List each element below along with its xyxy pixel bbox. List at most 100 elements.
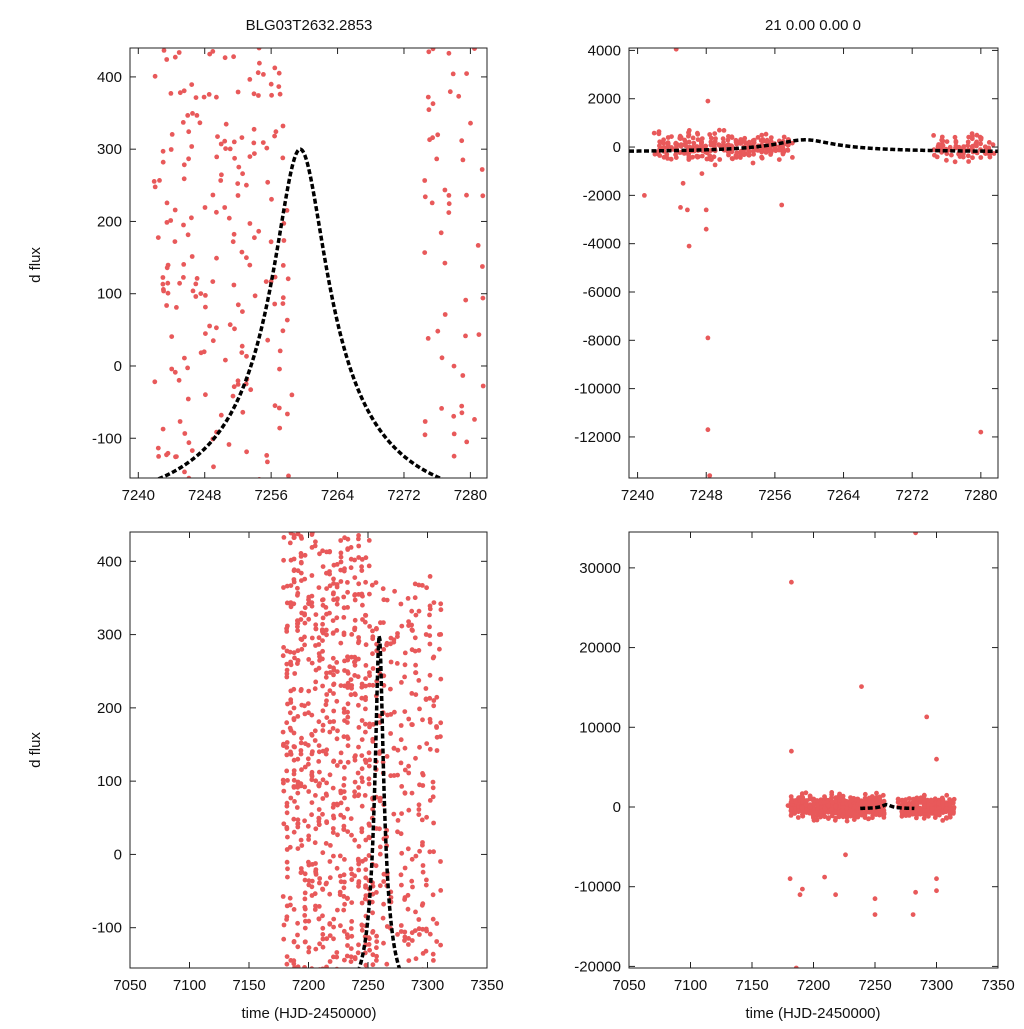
- bottom-right-data-point: [810, 798, 816, 803]
- bottom-left-data-point: [288, 583, 294, 588]
- bottom-right-data-point: [872, 912, 878, 917]
- bottom-left-data-point: [352, 658, 358, 664]
- bottom-left-data-point: [377, 844, 383, 850]
- bottom-left-data-point: [402, 767, 408, 773]
- bottom-left-data-point: [330, 830, 336, 835]
- top-right-data-point: [750, 160, 756, 166]
- bottom-left-data-point: [399, 784, 405, 789]
- bottom-left-data-point: [334, 763, 340, 768]
- top-right-data-point: [678, 205, 683, 210]
- bottom-left-data-point: [431, 698, 437, 703]
- top-left-y-tick-label: 200: [97, 213, 122, 230]
- bottom-right-data-point: [833, 892, 838, 898]
- bottom-left-data-point: [309, 731, 314, 737]
- bottom-left-data-point: [431, 849, 436, 855]
- bottom-left-data-point: [367, 757, 373, 763]
- top-left-data-point: [459, 138, 465, 144]
- top-left-data-point: [218, 178, 224, 183]
- bottom-left-data-point: [424, 585, 429, 591]
- top-left-data-point: [168, 218, 174, 223]
- top-right-data-point: [668, 156, 674, 162]
- top-left-data-point: [451, 453, 457, 459]
- bottom-left-data-point: [317, 769, 322, 775]
- top-right-data-point: [703, 226, 709, 232]
- bottom-left-data-point: [302, 818, 307, 824]
- top-left-data-point: [160, 281, 166, 287]
- bottom-right-data-point: [940, 796, 946, 802]
- top-left-data-point: [210, 49, 216, 54]
- bottom-right-data-point: [793, 799, 798, 805]
- bottom-left-data-point: [324, 586, 329, 591]
- top-left-data-point: [201, 94, 207, 100]
- bottom-left-data-point: [306, 918, 312, 924]
- bottom-left-data-point: [430, 951, 436, 957]
- bottom-left-data-point: [341, 782, 347, 788]
- bottom-left-data-point: [352, 789, 357, 795]
- bottom-left-data-point: [291, 958, 297, 964]
- bottom-left-data-point: [334, 669, 340, 674]
- top-right-data-point: [720, 136, 726, 142]
- top-left-data-point: [235, 89, 241, 95]
- bottom-right-data-point: [881, 810, 887, 816]
- bottom-right-data-point: [910, 912, 916, 917]
- bottom-left-data-point: [345, 943, 350, 948]
- bottom-left-data-point: [348, 926, 354, 931]
- top-left-data-point: [244, 255, 249, 261]
- bottom-right-data-point: [843, 852, 848, 858]
- top-left-data-point: [264, 453, 270, 458]
- bottom-left-data-point: [327, 719, 333, 725]
- top-left-data-point: [286, 473, 291, 478]
- bottom-left-data-point: [320, 648, 325, 654]
- bottom-left-data-point: [409, 622, 414, 628]
- bottom-left-data-point: [302, 642, 307, 648]
- top-left-data-point: [442, 260, 448, 266]
- bottom-left-data-point: [388, 659, 394, 665]
- bottom-left-data-point: [302, 871, 308, 877]
- top-left-data-point: [268, 239, 274, 245]
- bottom-left-data-point: [338, 800, 344, 806]
- bottom-left-data-point: [367, 673, 372, 678]
- bottom-left-data-point: [324, 698, 329, 704]
- bottom-left-data-point: [356, 792, 362, 798]
- bottom-right-data-point: [829, 790, 835, 795]
- top-right-y-tick-label: -12000: [574, 429, 621, 446]
- bottom-left-data-point: [298, 837, 304, 843]
- top-left-data-point: [152, 73, 158, 79]
- bottom-left-data-point: [302, 890, 308, 896]
- bottom-right-data-point: [844, 818, 850, 824]
- bottom-left-data-point: [284, 671, 290, 677]
- bottom-left-data-point: [374, 968, 379, 973]
- bottom-left-data-point: [430, 916, 436, 922]
- bottom-left-data-point: [295, 846, 301, 851]
- bottom-left-data-point: [291, 784, 297, 789]
- bottom-left-data-point: [338, 538, 344, 543]
- top-left-data-point: [169, 366, 175, 372]
- top-right-data-point: [725, 137, 731, 143]
- bottom-left-data-point: [438, 888, 444, 893]
- bottom-left-data-point: [392, 588, 397, 594]
- top-right-data-point: [738, 153, 743, 159]
- bottom-right-data-point: [822, 806, 828, 812]
- bottom-right-data-point: [929, 806, 935, 812]
- bottom-left-data-point: [409, 647, 415, 653]
- top-left-panel: 7240 7248 7256 7264 7272 7280 -100 0 100 200 300 40…: [92, 47, 488, 504]
- bottom-left-data-point: [306, 837, 311, 842]
- bottom-left-data-point: [327, 859, 333, 864]
- bottom-left-data-point: [324, 715, 330, 720]
- bottom-left-data-point: [353, 753, 358, 758]
- bottom-left-data-point: [292, 744, 297, 750]
- top-left-data-point: [231, 54, 237, 60]
- top-left-data-point: [435, 132, 441, 138]
- bottom-left-data-point: [409, 722, 415, 727]
- top-right-data-point: [670, 146, 676, 152]
- top-right-data-point: [978, 429, 984, 435]
- bottom-right-data-point: [934, 888, 939, 894]
- bottom-left-data-point: [330, 726, 336, 731]
- bottom-left-data-point: [291, 757, 297, 763]
- bottom-left-data-point: [312, 840, 318, 846]
- bottom-left-data-point: [306, 882, 312, 888]
- bottom-left-data-point: [281, 788, 287, 794]
- bottom-right-data-point: [934, 756, 939, 762]
- bottom-right-data-point: [874, 790, 879, 796]
- top-right-data-point: [704, 156, 710, 162]
